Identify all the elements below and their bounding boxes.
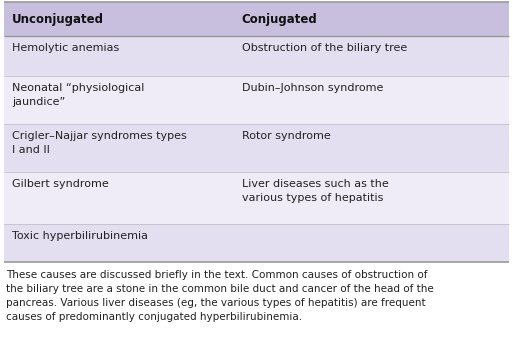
Bar — [4, 124, 509, 172]
Text: Crigler–Najjar syndromes types
I and II: Crigler–Najjar syndromes types I and II — [12, 131, 187, 155]
Text: Obstruction of the biliary tree: Obstruction of the biliary tree — [242, 43, 407, 53]
Text: Hemolytic anemias: Hemolytic anemias — [12, 43, 119, 53]
Bar — [4, 2, 509, 36]
Bar — [4, 36, 509, 76]
Text: Rotor syndrome: Rotor syndrome — [242, 131, 330, 141]
Text: Toxic hyperbilirubinemia: Toxic hyperbilirubinemia — [12, 231, 148, 241]
Text: Unconjugated: Unconjugated — [12, 12, 104, 25]
Bar — [4, 76, 509, 124]
Text: These causes are discussed briefly in the text. Common causes of obstruction of
: These causes are discussed briefly in th… — [6, 270, 434, 322]
Text: Neonatal “physiological
jaundice”: Neonatal “physiological jaundice” — [12, 83, 144, 107]
Text: Conjugated: Conjugated — [242, 12, 318, 25]
Text: Gilbert syndrome: Gilbert syndrome — [12, 179, 109, 189]
Text: Liver diseases such as the
various types of hepatitis: Liver diseases such as the various types… — [242, 179, 388, 203]
Text: Dubin–Johnson syndrome: Dubin–Johnson syndrome — [242, 83, 383, 93]
Bar — [4, 172, 509, 224]
Bar — [4, 224, 509, 262]
